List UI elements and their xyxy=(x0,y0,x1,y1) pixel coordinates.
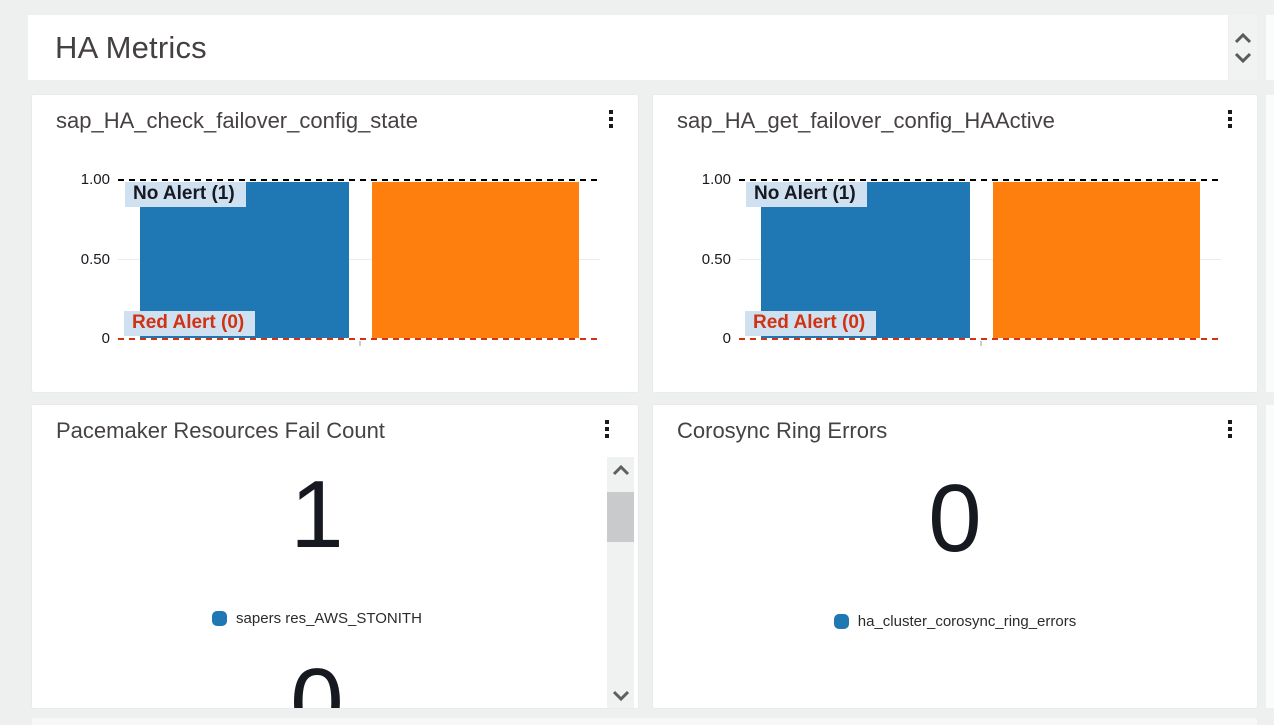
red-alert-threshold-line xyxy=(118,338,600,340)
kebab-menu-icon[interactable] xyxy=(604,110,618,132)
no-alert-annotation: No Alert (1) xyxy=(746,182,867,207)
y-axis-tick: 0.50 xyxy=(80,251,110,268)
red-alert-annotation: Red Alert (0) xyxy=(745,311,877,336)
secondary-value: 0 xyxy=(290,649,344,709)
widget-corosync-ring-errors: Corosync Ring Errors 0 ha_cluster_corosy… xyxy=(653,405,1257,708)
header-scroll-control[interactable] xyxy=(1229,15,1257,80)
legend-label: sapers res_AWS_STONITH xyxy=(236,610,422,627)
primary-value: 1 xyxy=(290,461,344,568)
widget-pacemaker-resources-fail-count: Pacemaker Resources Fail Count 1 sapers … xyxy=(32,405,638,708)
bar[interactable] xyxy=(993,182,1201,338)
scroll-up-icon[interactable] xyxy=(612,465,630,476)
clipped-widget-edge xyxy=(1266,95,1274,392)
primary-value: 0 xyxy=(928,465,982,572)
kebab-menu-icon[interactable] xyxy=(600,420,614,442)
bar[interactable] xyxy=(372,182,580,338)
next-widget-row-edge xyxy=(32,718,1257,725)
clipped-widget-edge xyxy=(1266,405,1274,708)
clipped-widget-edge xyxy=(1266,15,1274,80)
legend-swatch xyxy=(212,611,228,626)
red-alert-annotation: Red Alert (0) xyxy=(124,311,256,336)
y-axis-tick: 1.00 xyxy=(701,171,731,188)
scroll-down-icon[interactable] xyxy=(612,690,630,701)
bar-chart-plot: No Alert (1) Red Alert (0) xyxy=(118,179,600,346)
legend-swatch xyxy=(833,614,849,629)
legend[interactable]: sapers res_AWS_STONITH xyxy=(32,610,602,627)
widget-title: Corosync Ring Errors xyxy=(677,418,888,443)
chevron-down-icon[interactable] xyxy=(1234,52,1252,63)
y-axis-tick: 0 xyxy=(101,330,110,347)
red-alert-threshold-line xyxy=(739,338,1221,340)
widget-get-failover-config-haactive: sap_HA_get_failover_config_HAActive 1.00… xyxy=(653,95,1257,392)
legend[interactable]: ha_cluster_corosync_ring_errors xyxy=(653,613,1257,630)
gridline xyxy=(739,259,1221,260)
no-alert-threshold-line xyxy=(118,179,600,181)
gridline xyxy=(118,259,600,260)
no-alert-annotation: No Alert (1) xyxy=(125,182,246,207)
legend-label: ha_cluster_corosync_ring_errors xyxy=(857,613,1077,630)
kebab-menu-icon[interactable] xyxy=(1223,420,1237,442)
widget-scrollbar[interactable] xyxy=(607,457,634,708)
dashboard-header: HA Metrics xyxy=(28,15,1228,80)
widget-title: Pacemaker Resources Fail Count xyxy=(56,418,385,443)
y-axis-tick: 0.50 xyxy=(701,251,731,268)
widget-title: sap_HA_get_failover_config_HAActive xyxy=(677,108,1055,133)
kebab-menu-icon[interactable] xyxy=(1223,110,1237,132)
x-axis-tick xyxy=(359,341,361,346)
chevron-up-icon[interactable] xyxy=(1234,32,1252,44)
widget-check-failover-config-state: sap_HA_check_failover_config_state 1.00 … xyxy=(32,95,638,392)
no-alert-threshold-line xyxy=(739,179,1221,181)
page-title: HA Metrics xyxy=(55,29,207,65)
bar-chart-plot: No Alert (1) Red Alert (0) xyxy=(739,179,1221,346)
y-axis-tick: 0 xyxy=(722,330,731,347)
x-axis-tick xyxy=(980,341,982,346)
scrollbar-thumb[interactable] xyxy=(607,492,634,542)
y-axis-tick: 1.00 xyxy=(80,171,110,188)
widget-title: sap_HA_check_failover_config_state xyxy=(56,108,419,133)
